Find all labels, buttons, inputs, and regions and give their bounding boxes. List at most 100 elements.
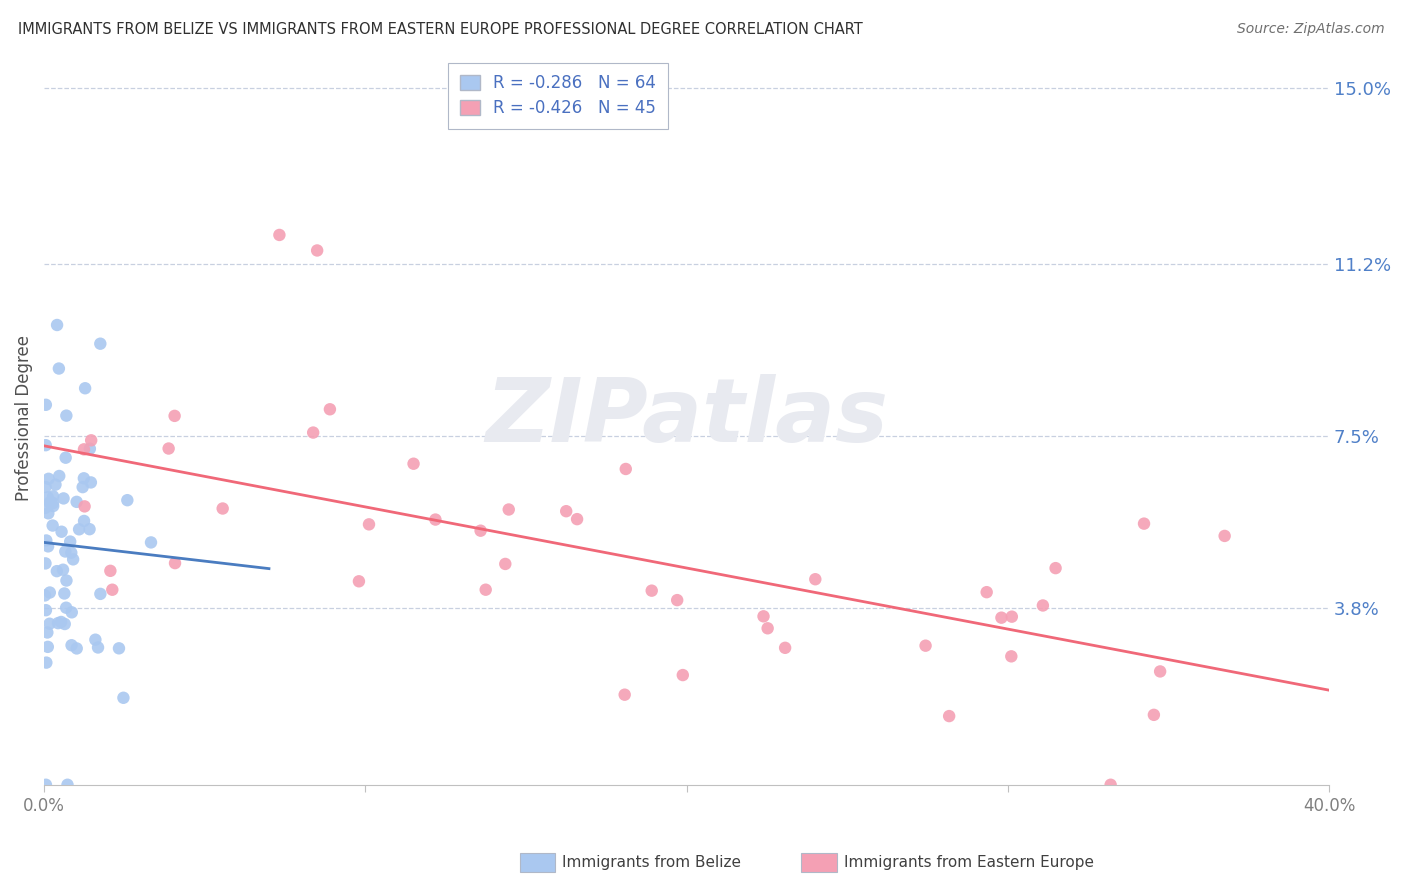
- Point: [163, 556, 186, 570]
- Point: [1149, 665, 1171, 679]
- Point: [35, 603, 58, 617]
- Point: [67, 522, 90, 536]
- Point: [52, 491, 75, 506]
- Point: [157, 442, 180, 456]
- Point: [87, 640, 110, 655]
- Point: [84, 632, 107, 647]
- Point: [756, 621, 779, 635]
- Point: [34, 480, 56, 494]
- Point: [44, 477, 66, 491]
- Point: [75, 381, 97, 395]
- Point: [72, 480, 94, 494]
- Point: [498, 502, 520, 516]
- Point: [79, 522, 101, 536]
- Point: [38, 585, 60, 599]
- Point: [319, 402, 342, 417]
- Point: [34, 500, 56, 515]
- Point: [474, 582, 496, 597]
- Point: [37, 640, 59, 654]
- Point: [60, 605, 83, 619]
- Text: ZIPatlas: ZIPatlas: [485, 375, 889, 461]
- Point: [666, 593, 689, 607]
- Point: [347, 574, 370, 589]
- Point: [89, 336, 111, 351]
- Point: [98, 564, 121, 578]
- Text: IMMIGRANTS FROM BELIZE VS IMMIGRANTS FROM EASTERN EUROPE PROFESSIONAL DEGREE COR: IMMIGRANTS FROM BELIZE VS IMMIGRANTS FRO…: [18, 22, 863, 37]
- Point: [55, 450, 77, 465]
- Point: [112, 690, 135, 705]
- Point: [641, 583, 664, 598]
- Point: [45, 564, 67, 578]
- Point: [1133, 516, 1156, 531]
- Point: [470, 524, 492, 538]
- Point: [53, 617, 76, 632]
- Point: [402, 457, 425, 471]
- Point: [614, 462, 637, 476]
- Point: [42, 496, 65, 510]
- Point: [42, 489, 65, 503]
- Text: Immigrants from Belize: Immigrants from Belize: [562, 855, 741, 870]
- Point: [494, 557, 516, 571]
- Point: [672, 668, 695, 682]
- Point: [990, 610, 1012, 624]
- Point: [80, 475, 103, 490]
- Point: [79, 442, 101, 456]
- Point: [89, 587, 111, 601]
- Point: [52, 563, 75, 577]
- Point: [41, 518, 63, 533]
- Point: [307, 244, 329, 258]
- Point: [73, 514, 96, 528]
- Point: [302, 425, 325, 440]
- Point: [108, 641, 131, 656]
- Point: [1143, 707, 1166, 722]
- Point: [613, 688, 636, 702]
- Point: [60, 638, 83, 652]
- Point: [53, 586, 76, 600]
- Point: [35, 438, 58, 452]
- Point: [49, 615, 72, 629]
- Point: [37, 506, 59, 520]
- Point: [38, 495, 60, 509]
- Point: [139, 535, 162, 549]
- Point: [1000, 649, 1022, 664]
- Point: [37, 540, 59, 554]
- Point: [66, 641, 89, 656]
- Point: [163, 409, 186, 423]
- Point: [73, 442, 96, 457]
- Point: [38, 616, 60, 631]
- Point: [101, 582, 124, 597]
- Point: [35, 656, 58, 670]
- Point: [46, 318, 69, 332]
- Point: [37, 625, 59, 640]
- Point: [48, 469, 70, 483]
- Point: [34, 557, 56, 571]
- Point: [73, 500, 96, 514]
- Point: [56, 778, 79, 792]
- Point: [35, 778, 58, 792]
- Point: [1001, 609, 1024, 624]
- Point: [35, 533, 58, 548]
- Point: [73, 471, 96, 485]
- Point: [555, 504, 578, 518]
- Point: [34, 589, 56, 603]
- Point: [53, 544, 76, 558]
- Point: [773, 640, 796, 655]
- Point: [357, 517, 380, 532]
- Point: [66, 495, 89, 509]
- Point: [55, 574, 77, 588]
- Text: Source: ZipAtlas.com: Source: ZipAtlas.com: [1237, 22, 1385, 37]
- Point: [425, 512, 447, 526]
- Point: [938, 709, 960, 723]
- Y-axis label: Professional Degree: Professional Degree: [15, 334, 32, 500]
- Point: [1099, 778, 1122, 792]
- Point: [48, 361, 70, 376]
- Point: [62, 552, 84, 566]
- Point: [976, 585, 998, 599]
- Point: [60, 546, 83, 560]
- Point: [211, 501, 233, 516]
- Point: [59, 534, 82, 549]
- Point: [51, 524, 73, 539]
- Point: [46, 616, 69, 631]
- Point: [914, 639, 936, 653]
- Point: [35, 398, 58, 412]
